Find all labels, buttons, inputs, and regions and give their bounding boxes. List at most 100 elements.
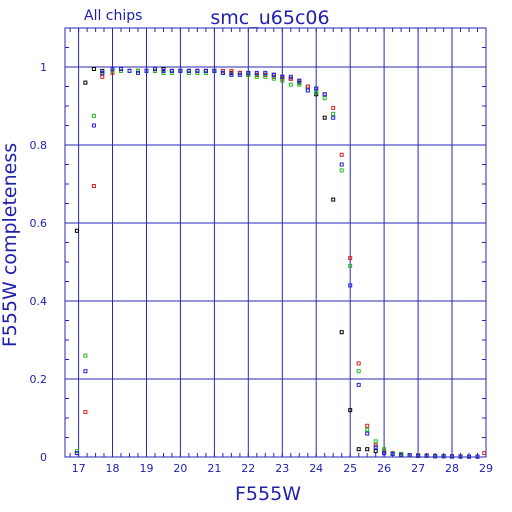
data-point [348,408,353,413]
data-point [83,410,88,415]
data-point [339,152,344,157]
data-point [288,74,293,79]
data-point [203,68,208,73]
data-point [297,78,302,83]
data-point [356,382,361,387]
x-tick-label: 20 [173,462,187,475]
data-point [186,68,191,73]
x-tick-label: 18 [106,462,120,475]
x-tick-label: 28 [445,462,459,475]
data-point [322,96,327,101]
data-point [254,74,259,79]
data-point [390,451,395,456]
data-point [314,90,319,95]
data-point [356,447,361,452]
data-point [373,445,378,450]
x-tick-label: 22 [241,462,255,475]
data-point [229,68,234,73]
x-tick-label: 27 [411,462,425,475]
data-point [348,256,353,261]
x-tick-label: 23 [275,462,289,475]
chart-subtitle: All chips [84,8,142,24]
data-point [74,451,79,456]
data-point [119,67,123,71]
y-tick-label: 0 [40,451,47,464]
data-point [100,70,105,75]
data-point [74,228,79,233]
data-point [83,369,88,374]
data-point [127,68,132,73]
data-point [110,67,115,71]
data-point [246,70,251,75]
data-point [331,197,336,202]
data-point [297,82,302,87]
x-tick-label: 24 [309,462,323,475]
plot-frame [64,27,487,458]
x-tick-label: 21 [207,462,221,475]
data-point [83,353,88,358]
data-point [91,67,96,71]
tick-labels: 17 18 19 20 21 22 23 24 25 26 27 28 29 0 0.2 0.4 0.6 0.8 1 [30,27,493,475]
data-point [365,447,370,452]
data-points [74,67,487,459]
data-point [356,361,361,366]
data-point [348,263,353,268]
data-point [83,80,88,85]
data-point [136,70,140,75]
data-point [356,369,361,374]
grid-lines [65,28,487,458]
data-point [373,449,378,454]
data-point [373,439,378,444]
data-point [322,92,327,97]
x-tick-label: 25 [343,462,357,475]
data-point [263,70,268,75]
data-point [365,423,370,428]
data-point [153,67,157,71]
data-point [161,68,166,73]
data-point [441,454,446,459]
data-point [288,82,293,87]
chart-title: smc_u65c06 [210,7,329,29]
data-point [482,451,487,456]
y-tick-label: 0.4 [30,295,48,308]
data-point [339,168,344,173]
data-point [280,78,285,83]
data-point [382,451,387,456]
data-point [220,70,225,75]
data-point [433,454,438,459]
y-tick-label: 0.6 [30,217,48,230]
y-axis-label: F555W completeness [0,143,21,347]
x-tick-label: 26 [377,462,391,475]
data-point [178,68,183,73]
x-tick-label: 19 [140,462,154,475]
data-point [100,74,105,79]
data-point [229,72,234,77]
data-point [382,447,387,452]
data-point [305,88,310,93]
data-point [331,111,336,116]
data-point [91,123,96,128]
data-point [305,84,310,89]
data-point [271,72,276,77]
data-point [254,70,259,75]
x-tick-label: 29 [479,462,493,475]
data-point [331,115,336,120]
data-point [271,76,276,81]
data-point [365,431,370,436]
data-point [280,74,285,79]
data-point [314,86,319,91]
data-point [322,115,327,120]
data-point [339,330,344,335]
data-point [169,68,174,73]
data-point [339,162,344,167]
data-point [195,68,200,73]
y-tick-label: 0.2 [30,373,48,386]
y-tick-label: 0.8 [30,139,48,152]
data-point [348,283,353,288]
data-point [263,74,268,79]
x-tick-label: 17 [72,462,86,475]
data-point [237,72,242,77]
data-point [365,427,370,432]
data-point [91,113,96,118]
